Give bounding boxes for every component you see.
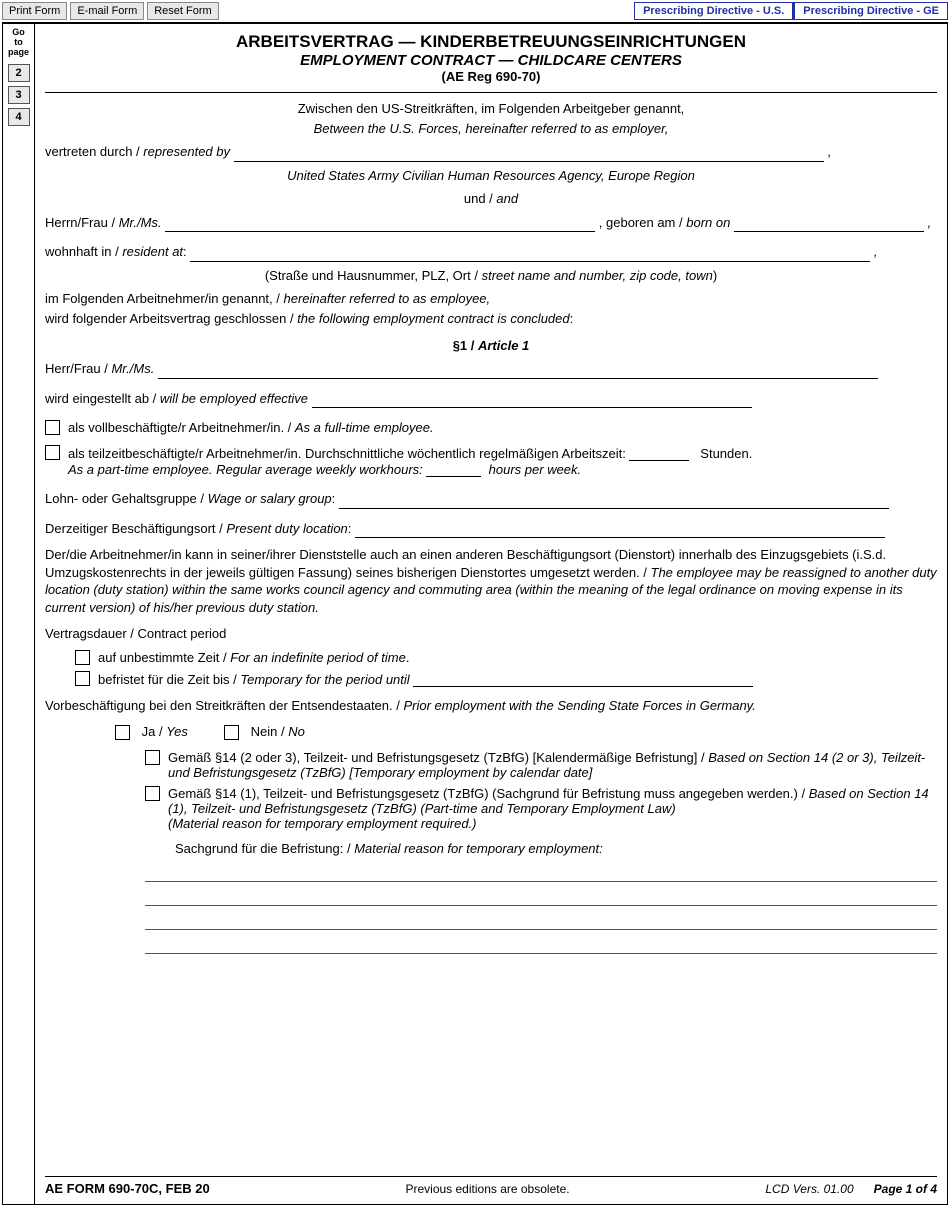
represented-by-row: vertreten durch / represented by ,: [45, 142, 937, 162]
temporary-until-field[interactable]: [413, 671, 753, 687]
born-on-field[interactable]: [734, 216, 924, 232]
article-name-row: Herr/Frau / Mr./Ms.: [45, 359, 937, 379]
effective-date-field[interactable]: [312, 392, 752, 408]
basis-14-2-3-option: Gemäß §14 (2 oder 3), Teilzeit- und Befr…: [145, 750, 937, 780]
reason-line-2[interactable]: [145, 888, 937, 906]
article-1-heading: §1 / Article 1: [45, 338, 937, 353]
print-form-button[interactable]: Print Form: [2, 2, 67, 20]
version-label: LCD Vers. 01.00: [765, 1182, 853, 1196]
indefinite-option: auf unbestimmte Zeit / For an indefinite…: [75, 650, 937, 665]
reset-form-button[interactable]: Reset Form: [147, 2, 218, 20]
title-reg: (AE Reg 690-70): [45, 69, 937, 84]
basis-14-1-checkbox[interactable]: [145, 786, 160, 801]
form-id: AE FORM 690-70C, FEB 20: [45, 1181, 210, 1196]
directive-ge-link[interactable]: Prescribing Directive - GE: [794, 2, 948, 20]
contract-period-label: Vertragsdauer / Contract period: [45, 624, 937, 644]
prior-employment-text: Vorbeschäftigung bei den Streitkräften d…: [45, 697, 937, 715]
page-4-button[interactable]: 4: [8, 108, 30, 126]
page-footer: AE FORM 690-70C, FEB 20 Previous edition…: [45, 1176, 937, 1196]
parttime-checkbox[interactable]: [45, 445, 60, 460]
page-3-button[interactable]: 3: [8, 86, 30, 104]
address-hint: (Straße und Hausnummer, PLZ, Ort / stree…: [45, 266, 937, 286]
employee-name-field[interactable]: [165, 216, 595, 232]
title-de: ARBEITSVERTRAG — KINDERBETREUUNGSEINRICH…: [45, 32, 937, 52]
reason-line-4[interactable]: [145, 936, 937, 954]
reason-line-3[interactable]: [145, 912, 937, 930]
wage-group-field[interactable]: [339, 493, 889, 509]
page-number: Page 1 of 4: [874, 1182, 937, 1196]
obsolete-notice: Previous editions are obsolete.: [210, 1182, 766, 1196]
article-name-field[interactable]: [158, 363, 878, 379]
basis-14-1-option: Gemäß §14 (1), Teilzeit- und Befristungs…: [145, 786, 937, 831]
duty-location-row: Derzeitiger Beschäftigungsort / Present …: [45, 519, 937, 539]
page-nav-sidebar: Go to page 2 3 4: [3, 24, 35, 1204]
go-to-page-label: Go to page: [8, 26, 29, 60]
effective-row: wird eingestellt ab / will be employed e…: [45, 389, 937, 409]
address-field[interactable]: [190, 246, 870, 262]
und-and: und / and: [45, 189, 937, 209]
employee-name-row: Herrn/Frau / Mr./Ms. , geboren am / born…: [45, 213, 937, 233]
title-en: EMPLOYMENT CONTRACT — CHILDCARE CENTERS: [45, 52, 937, 69]
intro-text: Zwischen den US-Streitkräften, im Folgen…: [45, 99, 937, 138]
basis-14-2-3-checkbox[interactable]: [145, 750, 160, 765]
agency-name: United States Army Civilian Human Resour…: [45, 166, 937, 186]
prior-no-checkbox[interactable]: [224, 725, 239, 740]
directive-us-link[interactable]: Prescribing Directive - U.S.: [634, 2, 794, 20]
email-form-button[interactable]: E-mail Form: [70, 2, 144, 20]
represented-by-field[interactable]: [234, 146, 824, 162]
material-reason-label: Sachgrund für die Befristung: / Material…: [175, 839, 937, 859]
parttime-hours-field[interactable]: [629, 445, 689, 461]
reassignment-text: Der/die Arbeitnehmer/in kann in seiner/i…: [45, 546, 937, 616]
temporary-checkbox[interactable]: [75, 671, 90, 686]
reason-line-1[interactable]: [145, 864, 937, 882]
fulltime-checkbox[interactable]: [45, 420, 60, 435]
prior-yes-checkbox[interactable]: [115, 725, 130, 740]
resident-row: wohnhaft in / resident at: ,: [45, 242, 937, 262]
temporary-option: befristet für die Zeit bis / Temporary f…: [75, 671, 937, 687]
fulltime-option: als vollbeschäftigte/r Arbeitnehmer/in. …: [45, 420, 937, 435]
hereafter-text: im Folgenden Arbeitnehmer/in genannt, / …: [45, 289, 937, 328]
duty-location-field[interactable]: [355, 522, 885, 538]
parttime-option: als teilzeitbeschäftigte/r Arbeitnehmer/…: [45, 445, 937, 477]
document-title: ARBEITSVERTRAG — KINDERBETREUUNGSEINRICH…: [45, 32, 937, 84]
indefinite-checkbox[interactable]: [75, 650, 90, 665]
page-2-button[interactable]: 2: [8, 64, 30, 82]
parttime-hours-en-field[interactable]: [426, 461, 481, 477]
yes-no-row: Ja / Yes Nein / No: [115, 722, 937, 742]
wage-group-row: Lohn- oder Gehaltsgruppe / Wage or salar…: [45, 489, 937, 509]
